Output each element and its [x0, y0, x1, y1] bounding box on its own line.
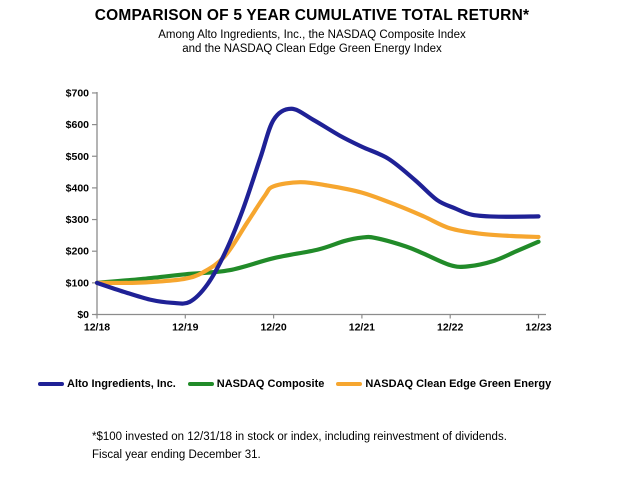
svg-text:12/21: 12/21 [349, 322, 375, 334]
svg-text:$400: $400 [66, 182, 90, 194]
svg-text:$700: $700 [66, 87, 90, 99]
chart-header: COMPARISON OF 5 YEAR CUMULATIVE TOTAL RE… [0, 7, 624, 56]
footnote-line2: Fiscal year ending December 31. [92, 449, 261, 461]
legend-item-nasdaq-composite: NASDAQ Composite [187, 378, 325, 390]
chart-subtitle-line2: and the NASDAQ Clean Edge Green Energy I… [182, 43, 442, 55]
chart-legend: Alto Ingredients, Inc. NASDAQ Composite … [38, 378, 598, 390]
footnote-line1: *$100 invested on 12/31/18 in stock or i… [92, 431, 507, 443]
svg-text:12/22: 12/22 [437, 322, 463, 334]
legend-item-clean-edge: NASDAQ Clean Edge Green Energy [336, 378, 551, 390]
legend-label-nasdaq-composite: NASDAQ Composite [216, 378, 325, 390]
nasdaq-composite-line-swatch-icon [187, 382, 214, 386]
svg-text:12/19: 12/19 [172, 322, 198, 334]
svg-text:12/23: 12/23 [525, 322, 551, 334]
svg-text:$500: $500 [66, 151, 90, 163]
legend-label-clean-edge: NASDAQ Clean Edge Green Energy [365, 378, 552, 390]
clean-edge-line-swatch-icon [336, 382, 363, 386]
chart-footnote: *$100 invested on 12/31/18 in stock or i… [92, 428, 507, 464]
legend-item-alto: Alto Ingredients, Inc. [38, 378, 176, 390]
svg-text:$300: $300 [66, 214, 90, 226]
chart-subtitle-line1: Among Alto Ingredients, Inc., the NASDAQ… [158, 29, 466, 41]
svg-text:$600: $600 [66, 119, 90, 131]
svg-text:12/18: 12/18 [84, 322, 110, 334]
svg-text:12/20: 12/20 [260, 322, 286, 334]
svg-text:$200: $200 [66, 246, 90, 258]
legend-label-alto: Alto Ingredients, Inc. [67, 378, 176, 390]
svg-text:$0: $0 [77, 309, 89, 321]
svg-text:$100: $100 [66, 277, 90, 289]
chart-title: COMPARISON OF 5 YEAR CUMULATIVE TOTAL RE… [94, 7, 530, 24]
alto-line-swatch-icon [38, 382, 64, 386]
